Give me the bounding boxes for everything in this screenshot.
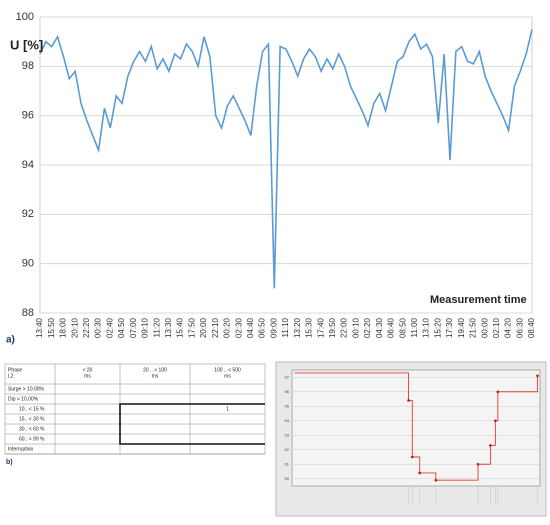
x-tick-label: 09:10 [141, 317, 150, 338]
table-cell: 1 [226, 406, 229, 412]
x-tick-label: 21:50 [469, 317, 478, 338]
x-tick-label: 06:30 [515, 317, 524, 338]
line-series [39, 29, 533, 289]
x-tick-label: 19:50 [328, 317, 337, 338]
table-highlight-box [119, 403, 265, 445]
x-tick-label: 02:40 [105, 317, 114, 338]
step-point [494, 419, 497, 423]
x-tick-label: 20:10 [70, 317, 79, 338]
table-border [4, 363, 266, 455]
table-header: 100 .. < 500 [214, 367, 241, 373]
x-tick-label: 11:00 [410, 317, 419, 337]
table-row-label: 10.. < 15 % [19, 406, 45, 412]
x-tick-label: 18:00 [59, 317, 68, 338]
step-point [496, 390, 500, 394]
x-tick-label: 00:30 [94, 317, 103, 338]
x-tick-label: 15:30 [305, 317, 314, 338]
y-tick-label: 97 [285, 374, 290, 379]
step-point [536, 374, 539, 378]
x-axis-label: Measurement time [430, 294, 527, 306]
x-tick-label: 04:50 [117, 317, 126, 338]
step-series [294, 372, 538, 481]
x-tick-label: 11:20 [152, 317, 161, 337]
y-tick-label: 94 [22, 159, 34, 171]
step-plot-area [291, 369, 541, 487]
x-tick-label: 00:10 [351, 317, 360, 338]
table-row-label: 60.. < 99 % [19, 436, 45, 442]
step-point [489, 444, 492, 447]
x-tick-label: 02:30 [234, 317, 243, 338]
y-tick-label: 95 [285, 403, 290, 408]
y-tick-label: 90 [285, 476, 290, 481]
table-header: ms [84, 373, 91, 379]
x-tick-label: 15:40 [176, 317, 185, 338]
table-header: 20 .. < 100 [143, 367, 167, 373]
y-tick-label: 91 [285, 461, 290, 466]
x-tick-label: 13:40 [35, 317, 44, 338]
x-tick-label: 13:20 [293, 317, 302, 338]
table-row-label: 30.. < 60 % [19, 426, 45, 432]
step-point [476, 462, 480, 466]
y-axis-label: U [%] [10, 37, 43, 52]
x-tick-label: 13:10 [422, 317, 431, 338]
x-tick-label: 04:30 [375, 317, 384, 338]
step-point [410, 455, 414, 459]
x-tick-label: 15:20 [433, 317, 442, 338]
x-tick-label: 19:40 [457, 317, 466, 338]
x-tick-label: 17:40 [316, 317, 325, 338]
table-header: ms [152, 373, 159, 379]
table-header: Phase [8, 367, 22, 373]
table-row-label: Surge > 10.00% [8, 386, 45, 392]
panel-label: a) [6, 335, 15, 346]
y-tick-label: 98 [22, 60, 34, 72]
x-tick-label: 02:10 [492, 317, 501, 338]
x-tick-label: 11:10 [281, 317, 290, 337]
x-tick-label: 15:50 [47, 317, 56, 338]
x-tick-label: 17:30 [445, 317, 454, 338]
table-row-label: Interruption [8, 446, 34, 452]
x-tick-label: 06:40 [387, 317, 396, 338]
x-tick-label: 08:50 [398, 317, 407, 338]
table-header: < 20 [83, 367, 93, 373]
x-tick-label: 08:40 [527, 317, 536, 338]
x-tick-label: 22:10 [211, 317, 220, 338]
step-point [418, 471, 422, 475]
x-tick-label: 04:40 [246, 317, 255, 338]
panel-label: b) [6, 459, 13, 466]
y-tick-label: 96 [22, 110, 34, 122]
x-tick-label: 06:50 [258, 317, 267, 338]
x-tick-label: 22:00 [340, 317, 349, 338]
table-row-label: Dip > 10.00% [8, 396, 39, 402]
y-tick-label: 92 [22, 208, 34, 220]
x-tick-label: 07:00 [129, 317, 138, 338]
x-tick-label: 09:00 [269, 317, 278, 338]
step-point [434, 478, 438, 482]
y-tick-label: 93 [285, 432, 290, 437]
x-tick-label: 00:20 [223, 317, 232, 338]
y-tick-label: 92 [285, 447, 290, 452]
table-header: L2 [8, 373, 14, 379]
x-tick-label: 13:30 [164, 317, 173, 338]
x-tick-label: 17:50 [187, 317, 196, 338]
y-tick-label: 90 [22, 258, 34, 270]
x-tick-label: 04:20 [504, 317, 513, 338]
x-tick-label: 20:00 [199, 317, 208, 338]
step-point [407, 399, 410, 402]
y-tick-label: 96 [285, 389, 290, 394]
y-tick-label: 100 [16, 11, 34, 23]
x-tick-label: 00:00 [480, 317, 489, 338]
x-tick-label: 22:20 [82, 317, 91, 338]
table-header: ms [224, 373, 231, 379]
x-tick-label: 02:20 [363, 317, 372, 338]
y-tick-label: 88 [22, 307, 34, 319]
y-tick-label: 94 [285, 418, 290, 423]
table-row-label: 15.. < 30 % [19, 416, 45, 422]
